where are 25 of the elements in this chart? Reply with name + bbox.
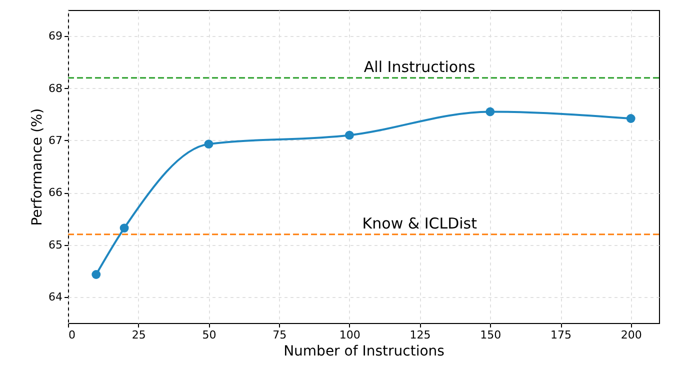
- x-tick-label: 75: [272, 328, 287, 342]
- point: [92, 270, 101, 279]
- y-tick-label: 64: [48, 290, 62, 304]
- y-axis-title: Performance (%): [30, 108, 46, 226]
- y-tick-label: 67: [48, 134, 62, 147]
- point: [626, 114, 636, 123]
- x-tick-label: 175: [550, 328, 572, 342]
- x-axis-title: Number of Instructions: [284, 344, 444, 360]
- point: [344, 130, 354, 140]
- y-tick-label: 65: [48, 238, 62, 252]
- ref-line-label: Know & ICLDist: [362, 214, 478, 232]
- x-tick-label: 25: [132, 328, 146, 342]
- point: [204, 140, 214, 149]
- x-tick-label: 150: [480, 328, 502, 342]
- point: [120, 224, 129, 233]
- y-tick-label: 66: [48, 186, 62, 200]
- y-tick-label: 68: [48, 82, 62, 95]
- ref-line-label: All Instructions: [364, 58, 476, 76]
- x-tick-label: 50: [202, 328, 216, 342]
- y-tick-label: 69: [48, 30, 62, 43]
- x-tick-label: 125: [410, 328, 431, 342]
- x-tick-label: 100: [339, 328, 360, 342]
- x-tick-label: 200: [620, 328, 642, 342]
- point: [486, 107, 495, 116]
- x-tick-label: 0: [68, 328, 76, 342]
